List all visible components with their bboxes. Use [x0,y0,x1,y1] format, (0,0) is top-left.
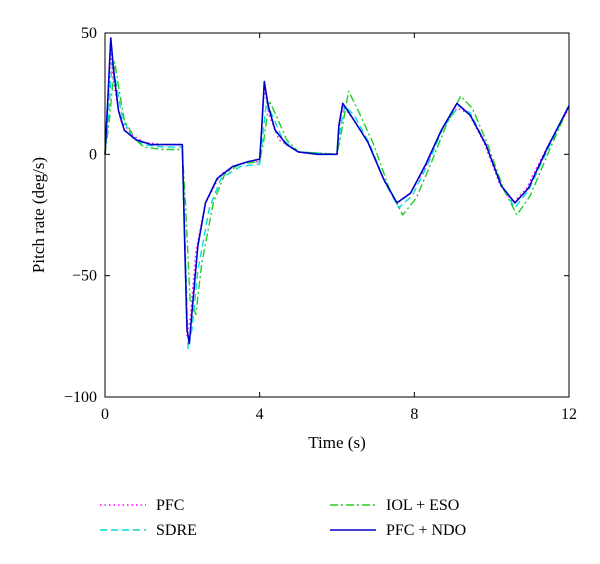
series-line-2 [104,61,570,316]
y-axis-label: Pitch rate (deg/s) [29,157,48,273]
legend-label-0: PFC [156,497,184,514]
series-line-1 [104,61,570,350]
y-tick-label: −50 [72,268,97,285]
x-axis-label: Time (s) [308,433,365,452]
x-tick-label: 0 [101,406,109,423]
legend-label-3: PFC + NDO [386,522,466,539]
y-tick-label: 50 [81,25,97,42]
plot-series [104,37,570,350]
series-line-0 [104,51,570,337]
axis-ticks: 0 4 8 12 50 0 −50 −100 [64,25,577,423]
x-tick-label: 12 [561,406,577,423]
legend-label-2: IOL + ESO [386,497,459,514]
y-tick-label: −100 [64,389,97,406]
x-tick-label: 8 [410,406,418,423]
x-tick-label: 4 [256,406,264,423]
legend: PFC IOL + ESO SDRE PFC + NDO [100,497,466,539]
series-line-3 [104,37,570,345]
legend-label-1: SDRE [156,522,197,539]
y-tick-label: 0 [89,146,97,163]
plot-frame [104,32,570,398]
